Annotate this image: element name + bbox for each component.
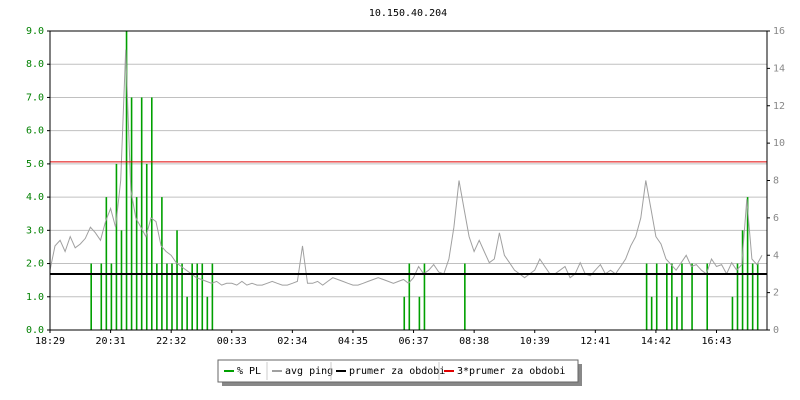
pl-bar xyxy=(211,263,214,330)
pl-bar xyxy=(666,263,668,330)
pl-bar xyxy=(135,197,138,330)
pl-bar xyxy=(691,263,693,330)
pl-bar xyxy=(464,263,466,330)
x-tick-label: 12:41 xyxy=(580,336,610,347)
pl-bar xyxy=(196,263,199,330)
ping-line xyxy=(49,49,763,286)
legend-box xyxy=(217,359,579,383)
pl-bar xyxy=(655,263,658,330)
pl-bar xyxy=(408,263,411,330)
pl-bar xyxy=(736,263,739,330)
pl-bar xyxy=(756,263,759,330)
x-tick-label: 06:37 xyxy=(398,336,428,347)
pl-bar xyxy=(645,263,648,330)
y2-tick-label: 2 xyxy=(773,288,779,299)
x-tick-label: 22:32 xyxy=(156,336,186,347)
x-tick-label: 10:39 xyxy=(520,336,550,347)
pl-bar xyxy=(176,230,178,330)
pl-bar xyxy=(100,263,103,330)
pl-bar xyxy=(166,263,168,330)
y-tick-label: 5.0 xyxy=(26,159,44,170)
pl-bar xyxy=(741,230,744,330)
pl-bar xyxy=(681,263,683,330)
pl-bar xyxy=(706,263,709,330)
y2-tick-label: 14 xyxy=(773,63,785,74)
pl-bar xyxy=(161,197,163,330)
pl-bar xyxy=(650,296,653,330)
pl-bar xyxy=(125,31,128,330)
legend-label: 3*prumer za obdobi xyxy=(457,366,565,377)
pl-bar xyxy=(206,296,209,330)
y2-tick-label: 12 xyxy=(773,101,785,112)
x-tick-label: 08:38 xyxy=(459,336,489,347)
x-tick-label: 18:29 xyxy=(35,336,65,347)
pl-bar xyxy=(676,296,678,330)
pl-bar xyxy=(423,263,426,330)
pl-bar xyxy=(115,163,118,330)
pl-bar xyxy=(130,97,133,330)
pl-bar xyxy=(156,263,158,330)
pl-bar xyxy=(140,97,143,330)
chart-title: 10.150.40.204 xyxy=(369,8,447,19)
pl-bar xyxy=(201,263,204,330)
pl-bar xyxy=(418,296,421,330)
legend-label: prumer za obdobi xyxy=(349,366,445,377)
pl-bar xyxy=(90,263,92,330)
y-tick-label: 0.0 xyxy=(26,325,44,336)
y2-tick-label: 6 xyxy=(773,213,779,224)
pl-bar xyxy=(671,263,673,330)
pl-bar xyxy=(150,97,153,330)
pl-bar xyxy=(181,263,183,330)
pl-bar xyxy=(171,263,173,330)
y2-tick-label: 0 xyxy=(773,325,779,336)
pl-bar xyxy=(145,163,148,330)
pl-bar xyxy=(731,296,734,330)
y-tick-label: 7.0 xyxy=(26,92,44,103)
y-tick-label: 2.0 xyxy=(26,259,44,270)
pl-bar xyxy=(191,263,193,330)
pl-bar xyxy=(746,197,749,330)
y-tick-label: 9.0 xyxy=(26,26,44,37)
plot-frame xyxy=(49,30,768,331)
y-tick-label: 4.0 xyxy=(26,192,44,203)
y-tick-label: 6.0 xyxy=(26,126,44,137)
x-tick-label: 00:33 xyxy=(217,336,247,347)
y-tick-label: 3.0 xyxy=(26,225,44,236)
legend-label: avg ping xyxy=(285,366,333,377)
y2-tick-label: 4 xyxy=(773,250,779,261)
x-tick-label: 16:43 xyxy=(701,336,731,347)
y2-tick-label: 10 xyxy=(773,138,785,149)
pl-bar xyxy=(120,230,123,330)
pl-bar xyxy=(110,263,113,330)
pl-bar xyxy=(403,296,406,330)
y2-tick-label: 16 xyxy=(773,26,785,37)
y-tick-label: 1.0 xyxy=(26,292,44,303)
x-tick-label: 14:42 xyxy=(641,336,671,347)
x-tick-label: 20:31 xyxy=(96,336,126,347)
x-tick-label: 02:34 xyxy=(277,336,307,347)
legend-label: % PL xyxy=(237,366,261,377)
pl-bar xyxy=(186,296,188,330)
pl-bar xyxy=(105,197,108,330)
pl-bar xyxy=(751,263,754,330)
y2-tick-label: 8 xyxy=(773,176,779,187)
y-tick-label: 8.0 xyxy=(26,59,44,70)
x-tick-label: 04:35 xyxy=(338,336,368,347)
